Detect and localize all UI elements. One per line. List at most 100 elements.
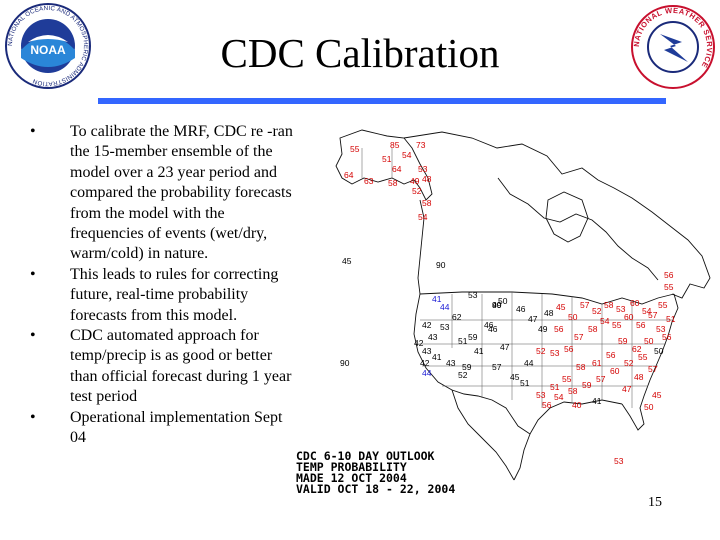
map-probability-label: 56	[664, 270, 674, 280]
bullet-text: CDC automated approach for temp/precip i…	[70, 327, 292, 406]
noaa-logo: NATIONAL OCEANIC AND ATMOSPHERIC ADMINIS…	[5, 3, 91, 89]
bullet-item: • This leads to rules for correcting fut…	[30, 265, 298, 326]
map-probability-label: 63	[364, 176, 374, 186]
map-probability-label: 59	[582, 380, 592, 390]
map-probability-label: 47	[622, 384, 632, 394]
bullet-list: • To calibrate the MRF, CDC re -ran the …	[30, 122, 298, 449]
map-probability-label: 85	[390, 140, 400, 150]
map-probability-label: 54	[418, 212, 428, 222]
map-probability-label: 59	[618, 336, 628, 346]
map-probability-label: 54	[600, 316, 610, 326]
map-caption-line-4: VALID OCT 18 - 22, 2004	[296, 482, 455, 496]
slide-title: CDC Calibration	[220, 30, 500, 76]
map-probability-label: 90	[340, 358, 350, 368]
map-probability-label: 43	[446, 358, 456, 368]
map-probability-label: 49	[538, 324, 548, 334]
map-probability-label: 53	[440, 322, 450, 332]
map-probability-label: 60	[610, 366, 620, 376]
map-probability-label: 52	[536, 346, 546, 356]
noaa-logo-center-text: NOAA	[30, 43, 66, 57]
map-probability-label: 45	[342, 256, 352, 266]
map-probability-label: 47	[528, 314, 538, 324]
map-probability-label: 54	[642, 306, 652, 316]
bullet-item: • CDC automated approach for temp/precip…	[30, 326, 298, 408]
map-probability-label: 46	[488, 324, 498, 334]
map-probability-label: 49	[492, 300, 502, 310]
map-probability-label: 59	[468, 332, 478, 342]
map-probability-label: 45	[510, 372, 520, 382]
map-probability-label: 56	[662, 332, 672, 342]
map-probability-label: 45	[652, 390, 662, 400]
map-probability-label: 53	[418, 164, 428, 174]
map-probability-label: 57	[492, 362, 502, 372]
map-probability-label: 50	[654, 346, 664, 356]
map-probability-label: 41	[474, 346, 484, 356]
bullet-text: This leads to rules for correcting futur…	[70, 265, 279, 324]
map-outlines	[335, 129, 711, 481]
map-probability-label: 58	[576, 362, 586, 372]
bullet-dot: •	[30, 265, 36, 283]
map-probability-label: 53	[468, 290, 478, 300]
map-probability-label: 44	[524, 358, 534, 368]
map-probability-label: 56	[636, 320, 646, 330]
map-probability-label: 43	[422, 346, 432, 356]
page-number: 15	[648, 495, 662, 510]
map-probability-label: 56	[564, 344, 574, 354]
map-probability-label: 55	[664, 282, 674, 292]
map-caption-line-1: CDC 6-10 DAY OUTLOOK	[296, 449, 435, 463]
bullet-item: • Operational implementation Sept 04	[30, 408, 298, 449]
map-probability-label: 53	[550, 348, 560, 358]
map-probability-label: 55	[658, 300, 668, 310]
map-probability-label: 51	[458, 336, 468, 346]
map-probability-label: 55	[350, 144, 360, 154]
map-probability-label: 50	[644, 336, 654, 346]
map-probability-label: 58	[604, 300, 614, 310]
map-probability-label: 59	[462, 362, 472, 372]
map-probability-label: 40	[572, 400, 582, 410]
map-probability-label: 43	[428, 332, 438, 342]
map-probability-label: 52	[458, 370, 468, 380]
map-caption-line-2: TEMP PROBABILITY	[296, 460, 407, 474]
map-probability-label: 56	[606, 350, 616, 360]
map-probability-label: 54	[554, 392, 564, 402]
bullet-text: Operational implementation Sept 04	[70, 408, 283, 447]
map-probability-label: 57	[648, 364, 658, 374]
map-probability-label: 42	[414, 338, 424, 348]
map-probability-label: 55	[612, 320, 622, 330]
map-probability-label: 58	[422, 198, 432, 208]
map-probability-label: 51	[382, 154, 392, 164]
map-probability-label: 47	[500, 342, 510, 352]
map-probability-label: 57	[574, 332, 584, 342]
map-probability-label: 57	[648, 310, 658, 320]
map-probability-label: 90	[436, 260, 446, 270]
map-probability-label: 57	[580, 300, 590, 310]
map-probability-label: 51	[550, 382, 560, 392]
map-probability-label: 54	[402, 150, 412, 160]
map-probability-label: 58	[568, 386, 578, 396]
map-probability-label: 52	[592, 306, 602, 316]
map-probability-label: 58	[588, 324, 598, 334]
map-probability-label: 50	[644, 402, 654, 412]
map-probability-label: 44	[422, 368, 432, 378]
bullet-text: To calibrate the MRF, CDC re -ran the 15…	[70, 123, 293, 263]
map-probability-label: 62	[632, 344, 642, 354]
map-probability-label: 53	[616, 304, 626, 314]
map-probability-label: 50	[498, 296, 508, 306]
map-probability-label: 42	[420, 358, 430, 368]
bullet-dot: •	[30, 123, 36, 140]
map-probability-label: 41	[432, 294, 442, 304]
map-probability-label: 50	[568, 312, 578, 322]
map-probability-label: 90	[492, 300, 502, 310]
map-probability-label: 48	[544, 308, 554, 318]
bullet-item: • To calibrate the MRF, CDC re -ran the …	[30, 122, 298, 265]
map-probability-label: 57	[596, 374, 606, 384]
map-probability-label: 41	[432, 352, 442, 362]
map-probability-label: 64	[344, 170, 354, 180]
map-probability-label: 64	[392, 164, 402, 174]
map-probability-label: 52	[412, 186, 422, 196]
map-probability-label: 51	[666, 314, 676, 324]
map-probability-label: 60	[630, 298, 640, 308]
bullet-dot: •	[30, 408, 36, 426]
